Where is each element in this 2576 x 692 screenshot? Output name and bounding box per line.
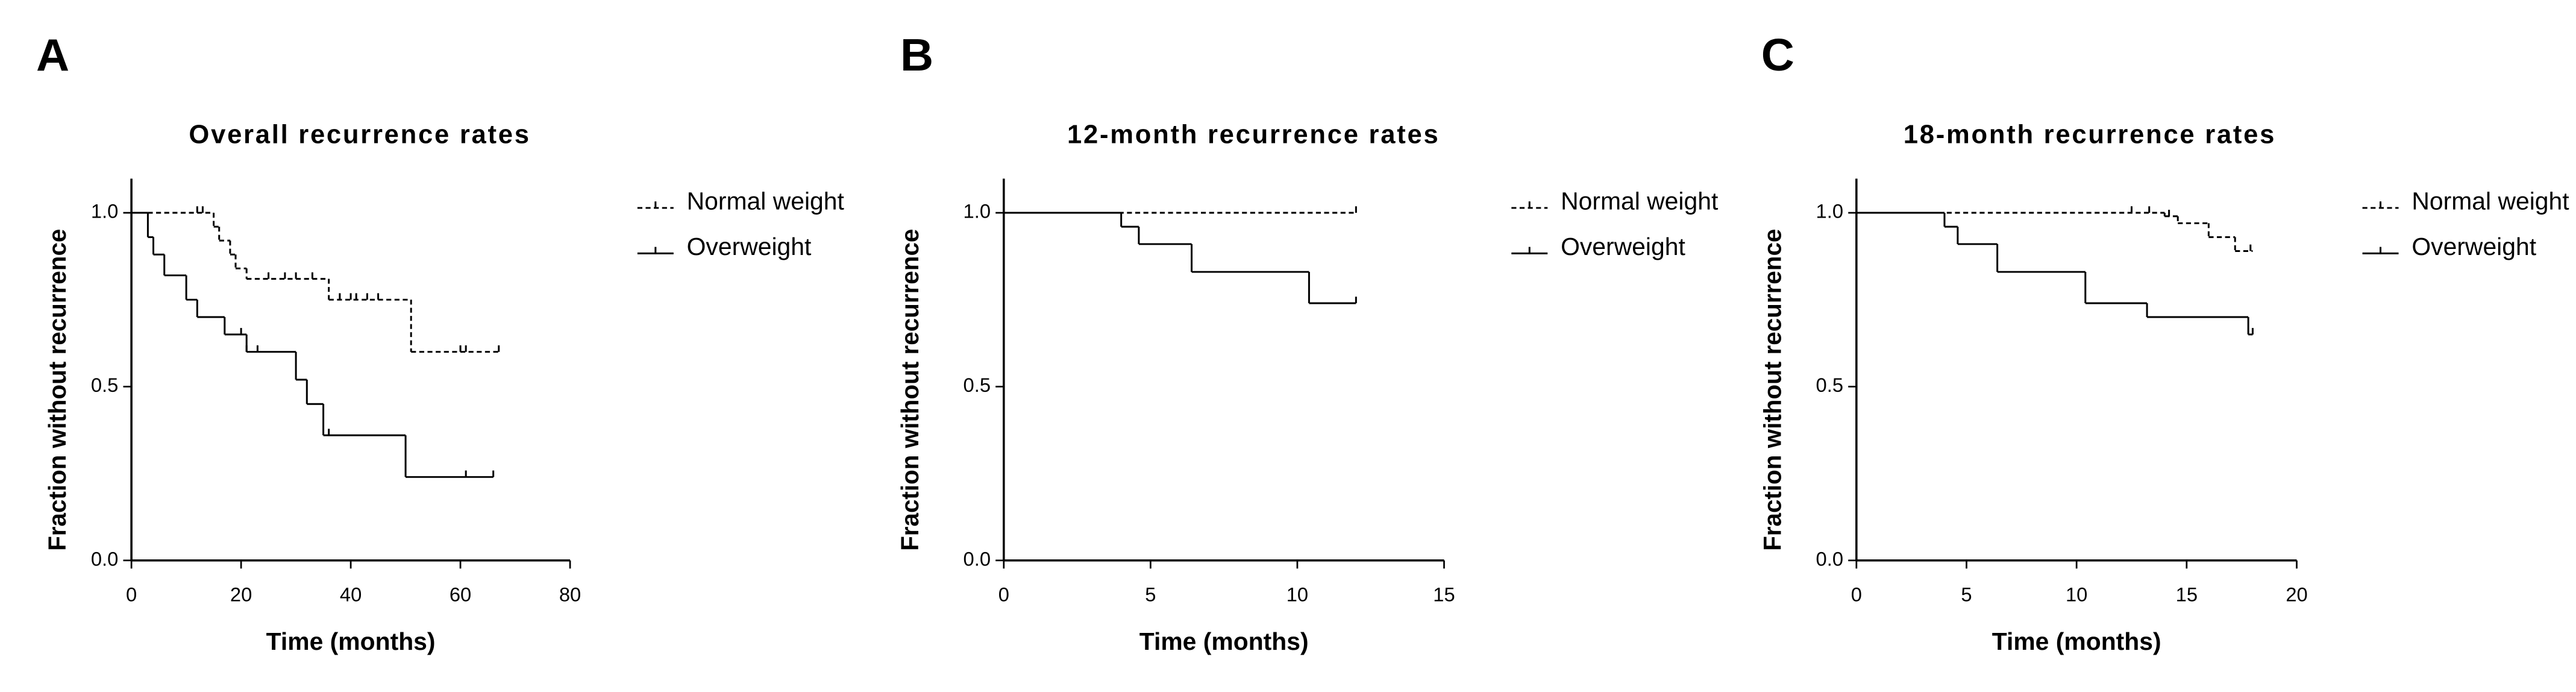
x-tick-label: 15 bbox=[2176, 584, 2198, 606]
y-tick-label: 0.5 bbox=[91, 374, 118, 396]
y-tick-label: 0.5 bbox=[964, 374, 991, 396]
legend-label: Overweight bbox=[1561, 233, 1685, 260]
x-tick-label: 60 bbox=[450, 584, 471, 606]
y-tick-label: 1.0 bbox=[91, 201, 118, 222]
legend-label: Overweight bbox=[687, 233, 812, 260]
y-tick-label: 0.0 bbox=[964, 548, 991, 570]
y-tick-label: 1.0 bbox=[1816, 201, 1843, 222]
panel-label: C bbox=[1761, 30, 1794, 81]
x-tick-label: 20 bbox=[2286, 584, 2307, 606]
chart-title: 18-month recurrence rates bbox=[1904, 121, 2276, 149]
panel-label: A bbox=[36, 30, 69, 81]
y-tick-label: 1.0 bbox=[964, 201, 991, 222]
y-tick-label: 0.0 bbox=[1816, 548, 1843, 570]
x-tick-label: 0 bbox=[1851, 584, 1862, 606]
y-axis-label: Fraction without recurrence bbox=[43, 229, 71, 551]
legend-label: Normal weight bbox=[2411, 187, 2569, 215]
x-tick-label: 5 bbox=[1145, 584, 1156, 606]
x-axis-label: Time (months) bbox=[1139, 628, 1309, 655]
x-tick-label: 0 bbox=[126, 584, 137, 606]
y-tick-label: 0.5 bbox=[1816, 374, 1843, 396]
x-tick-label: 80 bbox=[559, 584, 581, 606]
y-axis-label: Fraction without recurrence bbox=[1758, 229, 1786, 551]
legend-label: Overweight bbox=[2411, 233, 2536, 260]
y-axis-label: Fraction without recurrence bbox=[896, 229, 924, 551]
x-tick-label: 15 bbox=[1433, 584, 1455, 606]
x-axis-label: Time (months) bbox=[1992, 628, 2161, 655]
x-tick-label: 5 bbox=[1961, 584, 1972, 606]
chart-title: Overall recurrence rates bbox=[189, 121, 530, 149]
x-tick-label: 10 bbox=[2066, 584, 2087, 606]
legend-label: Normal weight bbox=[1561, 187, 1718, 215]
y-tick-label: 0.0 bbox=[91, 548, 118, 570]
chart-title: 12-month recurrence rates bbox=[1067, 121, 1440, 149]
panel-label: B bbox=[900, 30, 933, 81]
x-axis-label: Time (months) bbox=[266, 628, 436, 655]
legend-label: Normal weight bbox=[687, 187, 844, 215]
x-tick-label: 40 bbox=[340, 584, 362, 606]
x-tick-label: 20 bbox=[230, 584, 252, 606]
x-tick-label: 10 bbox=[1286, 584, 1308, 606]
x-tick-label: 0 bbox=[998, 584, 1009, 606]
